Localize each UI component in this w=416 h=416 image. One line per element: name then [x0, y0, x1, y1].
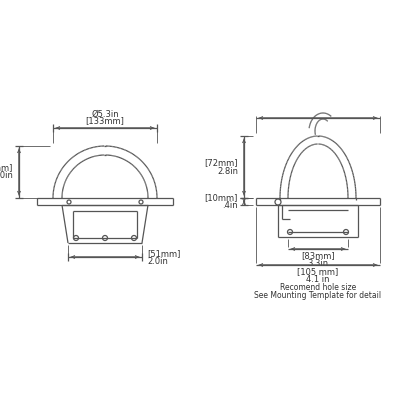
- Text: 3.3in: 3.3in: [307, 258, 329, 267]
- Text: 2.0in: 2.0in: [147, 257, 168, 265]
- Text: 2.0in: 2.0in: [0, 171, 13, 181]
- Text: [10mm]: [10mm]: [205, 193, 238, 202]
- Text: [83mm]: [83mm]: [301, 251, 335, 260]
- Text: 4.1 in: 4.1 in: [306, 275, 330, 283]
- Text: Recomend hole size: Recomend hole size: [280, 283, 356, 292]
- Text: [72mm]: [72mm]: [205, 158, 238, 168]
- Text: [105 mm]: [105 mm]: [297, 267, 339, 276]
- Text: Ø5.3in: Ø5.3in: [91, 109, 119, 119]
- Text: .4in: .4in: [223, 201, 238, 210]
- Text: [51mm]: [51mm]: [147, 250, 181, 258]
- Text: [133mm]: [133mm]: [86, 116, 124, 126]
- Text: 2.8in: 2.8in: [217, 166, 238, 176]
- Text: See Mounting Template for detail: See Mounting Template for detail: [255, 291, 381, 300]
- Text: [52mm]: [52mm]: [0, 163, 13, 173]
